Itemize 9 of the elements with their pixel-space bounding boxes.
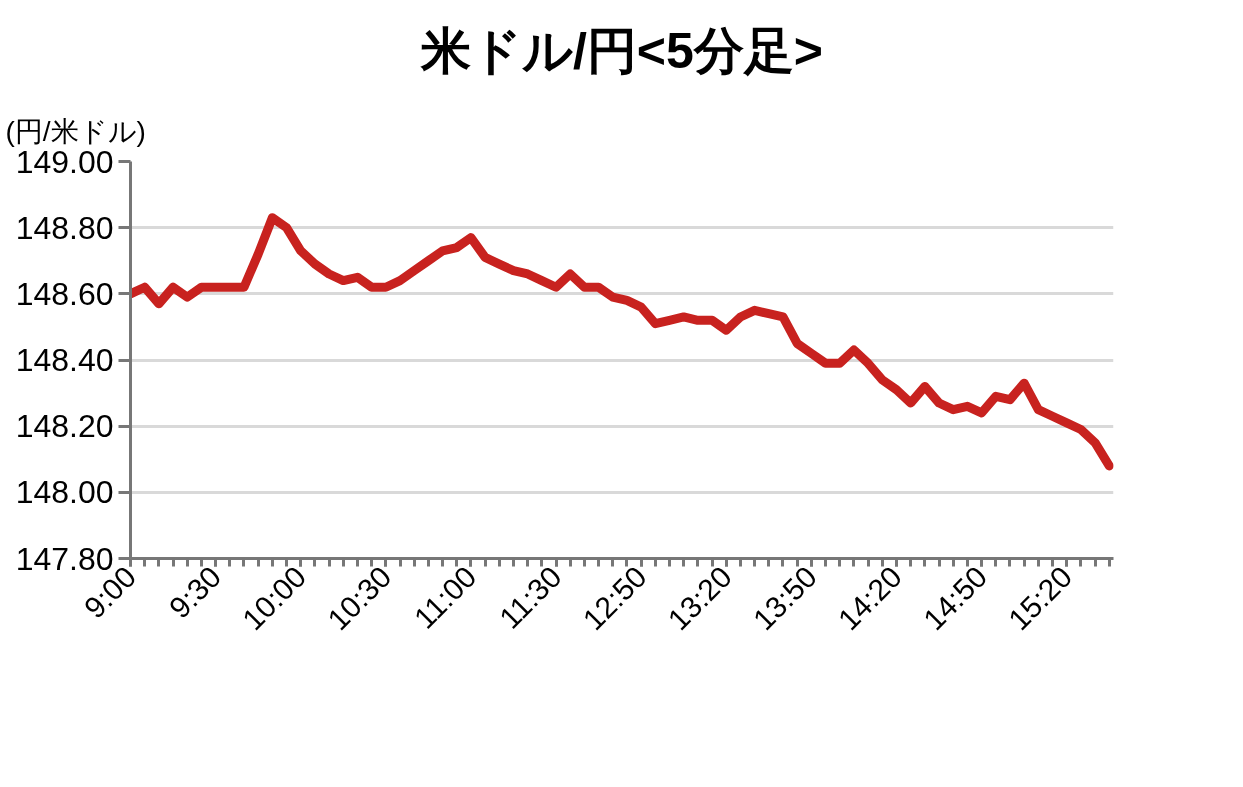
chart-title: 米ドル/円<5分足> — [419, 22, 824, 79]
y-axis-title: (円/米ドル) — [5, 115, 146, 147]
y-tick-label: 148.00 — [15, 474, 114, 511]
y-tick-label: 148.20 — [15, 408, 114, 445]
x-tick-label: 9:30 — [162, 559, 228, 625]
y-tick-label: 148.80 — [15, 209, 114, 246]
y-tick-label: 147.80 — [15, 540, 114, 577]
y-tick-label: 148.40 — [15, 342, 114, 378]
y-tick-label: 148.60 — [15, 275, 114, 312]
